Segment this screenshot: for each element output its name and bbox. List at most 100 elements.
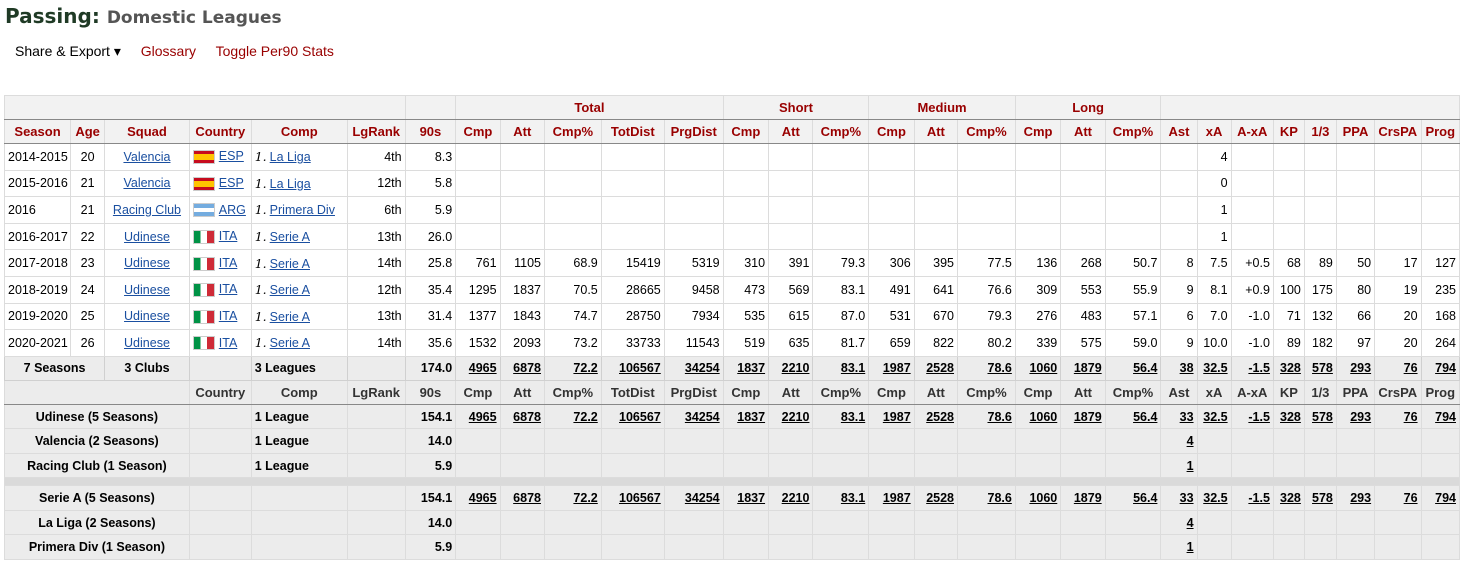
summary-stat-link[interactable]: 293 [1350, 409, 1372, 424]
comp-link[interactable]: Serie A [269, 336, 310, 351]
summary-stat-link[interactable]: 1 [1186, 458, 1194, 473]
column-header-cmp-17[interactable]: Cmp% [957, 119, 1016, 144]
summary-stat-link[interactable]: 1060 [1029, 361, 1058, 376]
summary-header-ppa-23[interactable]: PPA [1335, 379, 1376, 405]
country-link[interactable]: ITA [218, 309, 238, 323]
summary-stat-link[interactable]: 2210 [781, 361, 810, 376]
summary-stat-link[interactable]: 578 [1312, 361, 1333, 376]
summary-stat-link[interactable]: 4965 [468, 409, 497, 424]
summary-stat-link[interactable]: 76 [1403, 409, 1418, 424]
column-header-att-8[interactable]: Att [499, 119, 545, 144]
summary-stat-link[interactable]: 1 [1186, 540, 1194, 554]
summary-stat-link[interactable]: 1987 [882, 409, 911, 424]
summary-stat-link[interactable]: 72.2 [573, 409, 598, 424]
summary-stat-link[interactable]: 1879 [1073, 361, 1102, 376]
summary-stat-link[interactable]: 1987 [882, 361, 911, 376]
squad-link[interactable]: Valencia [123, 149, 171, 164]
comp-link[interactable]: Serie A [269, 309, 310, 324]
summary-stat-link[interactable]: -1.5 [1248, 491, 1270, 505]
summary-stat-link[interactable]: 56.4 [1133, 409, 1158, 424]
summary-header-att-10[interactable]: Att [768, 379, 814, 405]
summary-stat-link[interactable]: 328 [1280, 361, 1301, 376]
summary-stat-link[interactable]: 794 [1435, 361, 1456, 376]
summary-stat-link[interactable]: 1837 [737, 491, 766, 505]
comp-link[interactable]: Serie A [269, 283, 310, 298]
summary-stat-link[interactable]: 32.5 [1203, 491, 1228, 505]
comp-link[interactable]: Primera Div [269, 203, 335, 218]
summary-header-prog-25[interactable]: Prog [1420, 379, 1460, 405]
summary-stat-link[interactable]: 56.4 [1133, 491, 1158, 505]
column-header-kp-24[interactable]: KP [1272, 119, 1305, 144]
summary-stat-link[interactable]: 106567 [619, 491, 661, 505]
column-header-cmp-15[interactable]: Cmp [868, 119, 915, 144]
column-header-a-xa-23[interactable]: A-xA [1230, 119, 1274, 144]
summary-header-lgrank-2[interactable]: LgRank [346, 379, 406, 405]
summary-stat-link[interactable]: 34254 [684, 361, 720, 376]
summary-stat-link[interactable]: 2528 [926, 491, 955, 505]
country-link[interactable]: ITA [218, 282, 238, 297]
summary-header-att-16[interactable]: Att [1060, 379, 1106, 405]
column-header-squad-2[interactable]: Squad [104, 119, 190, 144]
summary-stat-link[interactable]: 1837 [737, 409, 766, 424]
summary-stat-link[interactable]: 794 [1435, 491, 1456, 505]
summary-stat-link[interactable]: 1987 [882, 491, 911, 505]
summary-header-crspa-24[interactable]: CrsPA [1374, 379, 1422, 405]
column-header-totdist-10[interactable]: TotDist [600, 119, 665, 144]
summary-stat-link[interactable]: 106567 [619, 409, 661, 424]
summary-stat-link[interactable]: 4 [1186, 515, 1194, 530]
summary-stat-link[interactable]: 56.4 [1133, 361, 1158, 376]
summary-header-totdist-7[interactable]: TotDist [600, 379, 665, 405]
column-header-xa-22[interactable]: xA [1196, 119, 1232, 144]
summary-stat-link[interactable]: 72.2 [573, 491, 598, 505]
column-header-cmp-12[interactable]: Cmp [722, 119, 770, 144]
summary-stat-link[interactable]: 1879 [1073, 409, 1102, 424]
summary-header-prgdist-8[interactable]: PrgDist [663, 379, 724, 405]
summary-header-cmp-15[interactable]: Cmp [1014, 379, 1062, 405]
summary-header-cmp-14[interactable]: Cmp% [957, 379, 1016, 405]
summary-stat-link[interactable]: 83.1 [840, 409, 866, 424]
summary-stat-link[interactable]: 34254 [684, 409, 720, 424]
squad-link[interactable]: Udinese [124, 282, 170, 297]
summary-stat-link[interactable]: 32.5 [1203, 409, 1228, 424]
column-header-1-3-25[interactable]: 1/3 [1303, 119, 1337, 144]
country-link[interactable]: ESP [218, 149, 244, 164]
summary-stat-link[interactable]: 578 [1312, 409, 1333, 424]
summary-header-kp-21[interactable]: KP [1272, 379, 1305, 405]
comp-link[interactable]: Serie A [269, 230, 310, 245]
glossary-link[interactable]: Glossary [140, 43, 196, 59]
comp-link[interactable]: Serie A [269, 256, 310, 271]
summary-stat-link[interactable]: 578 [1312, 491, 1333, 505]
summary-stat-link[interactable]: 4 [1186, 434, 1194, 448]
summary-header-cmp-9[interactable]: Cmp [722, 379, 770, 405]
summary-header-country-0[interactable]: Country [188, 379, 252, 405]
column-header-att-19[interactable]: Att [1060, 119, 1106, 144]
column-header-cmp-9[interactable]: Cmp% [543, 119, 602, 144]
summary-stat-link[interactable]: 2528 [926, 409, 955, 424]
column-header-prgdist-11[interactable]: PrgDist [663, 119, 724, 144]
country-link[interactable]: ITA [218, 229, 238, 244]
column-header-cmp-14[interactable]: Cmp% [812, 119, 870, 144]
country-link[interactable]: ESP [218, 176, 244, 191]
summary-header-cmp-6[interactable]: Cmp% [543, 379, 602, 405]
summary-stat-link[interactable]: 6878 [513, 491, 541, 505]
summary-stat-link[interactable]: -1.5 [1248, 361, 1270, 376]
summary-stat-link[interactable]: 76 [1403, 361, 1418, 376]
summary-stat-link[interactable]: 78.6 [987, 361, 1012, 376]
summary-stat-link[interactable]: 1879 [1073, 491, 1102, 505]
summary-header-cmp-17[interactable]: Cmp% [1104, 379, 1162, 405]
column-header-lgrank-5[interactable]: LgRank [346, 119, 406, 144]
summary-header-cmp-12[interactable]: Cmp [868, 379, 915, 405]
column-header-season-0[interactable]: Season [3, 119, 72, 144]
column-header-ast-21[interactable]: Ast [1160, 119, 1198, 144]
summary-stat-link[interactable]: 2528 [926, 361, 955, 376]
summary-stat-link[interactable]: 1060 [1029, 409, 1058, 424]
summary-stat-link[interactable]: 38 [1179, 361, 1194, 376]
squad-link[interactable]: Racing Club [112, 202, 182, 217]
column-header-prog-28[interactable]: Prog [1420, 119, 1460, 144]
summary-header-xa-19[interactable]: xA [1196, 379, 1232, 405]
country-link[interactable]: ITA [218, 255, 238, 270]
summary-stat-link[interactable]: 293 [1350, 491, 1372, 505]
summary-stat-link[interactable]: 2210 [781, 409, 810, 424]
summary-stat-link[interactable]: 794 [1435, 409, 1456, 424]
summary-stat-link[interactable]: 33 [1179, 491, 1194, 505]
